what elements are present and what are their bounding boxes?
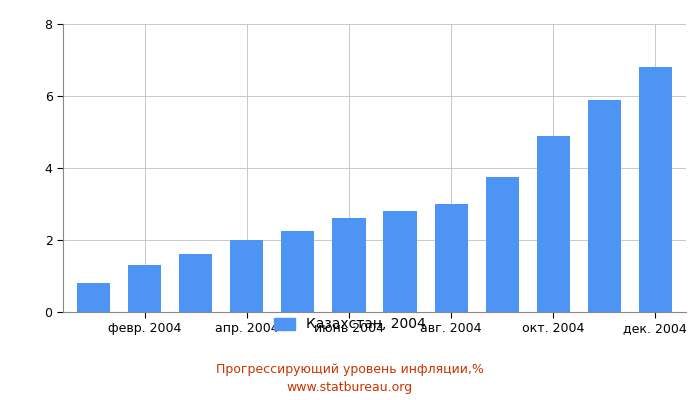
Bar	[435, 204, 468, 312]
Text: Прогрессирующий уровень инфляции,%: Прогрессирующий уровень инфляции,%	[216, 364, 484, 376]
Bar	[77, 283, 110, 312]
Bar	[588, 100, 621, 312]
Bar	[486, 177, 519, 312]
Bar	[179, 254, 212, 312]
Bar	[128, 265, 161, 312]
Legend: Казахстан, 2004: Казахстан, 2004	[269, 312, 431, 337]
Bar	[230, 240, 263, 312]
Bar	[332, 218, 365, 312]
Bar	[384, 211, 416, 312]
Text: www.statbureau.org: www.statbureau.org	[287, 382, 413, 394]
Bar	[281, 231, 314, 312]
Bar	[537, 136, 570, 312]
Bar	[639, 67, 672, 312]
